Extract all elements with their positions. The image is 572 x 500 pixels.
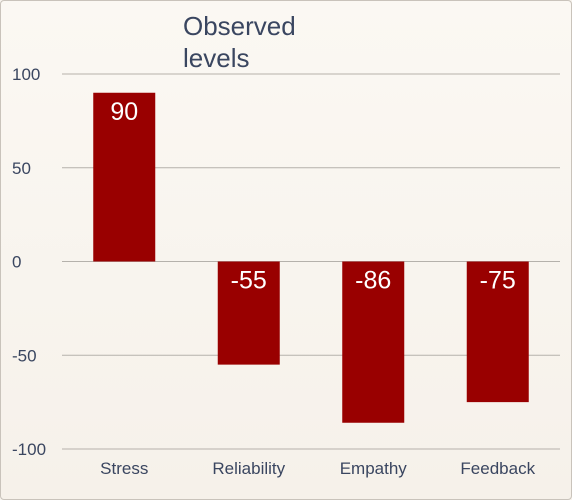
chart-title: Observed levels bbox=[183, 11, 296, 73]
data-label: 90 bbox=[110, 98, 138, 126]
y-tick-label: -100 bbox=[12, 440, 46, 459]
bar-feedback bbox=[466, 261, 529, 403]
y-tick-label: -50 bbox=[12, 346, 37, 365]
bar-empathy bbox=[342, 261, 405, 423]
y-tick-label: 0 bbox=[12, 253, 21, 272]
data-label: -86 bbox=[355, 267, 391, 295]
x-tick-label: Feedback bbox=[460, 459, 535, 478]
bars bbox=[93, 92, 529, 423]
x-tick-label: Empathy bbox=[340, 459, 408, 478]
x-axis-ticks: Stress Reliability Empathy Feedback bbox=[100, 459, 535, 478]
y-axis-ticks: 100 50 0 -50 -100 bbox=[12, 65, 46, 459]
data-label: -75 bbox=[480, 267, 516, 295]
bar-stress bbox=[93, 92, 156, 262]
x-tick-label: Reliability bbox=[212, 459, 285, 478]
y-tick-label: 100 bbox=[12, 65, 40, 84]
bar-reliability bbox=[217, 261, 280, 365]
x-tick-label: Stress bbox=[100, 459, 148, 478]
y-tick-label: 50 bbox=[12, 159, 31, 178]
data-label: -55 bbox=[231, 267, 267, 295]
data-labels: 90 -55 -86 -75 bbox=[110, 98, 515, 295]
